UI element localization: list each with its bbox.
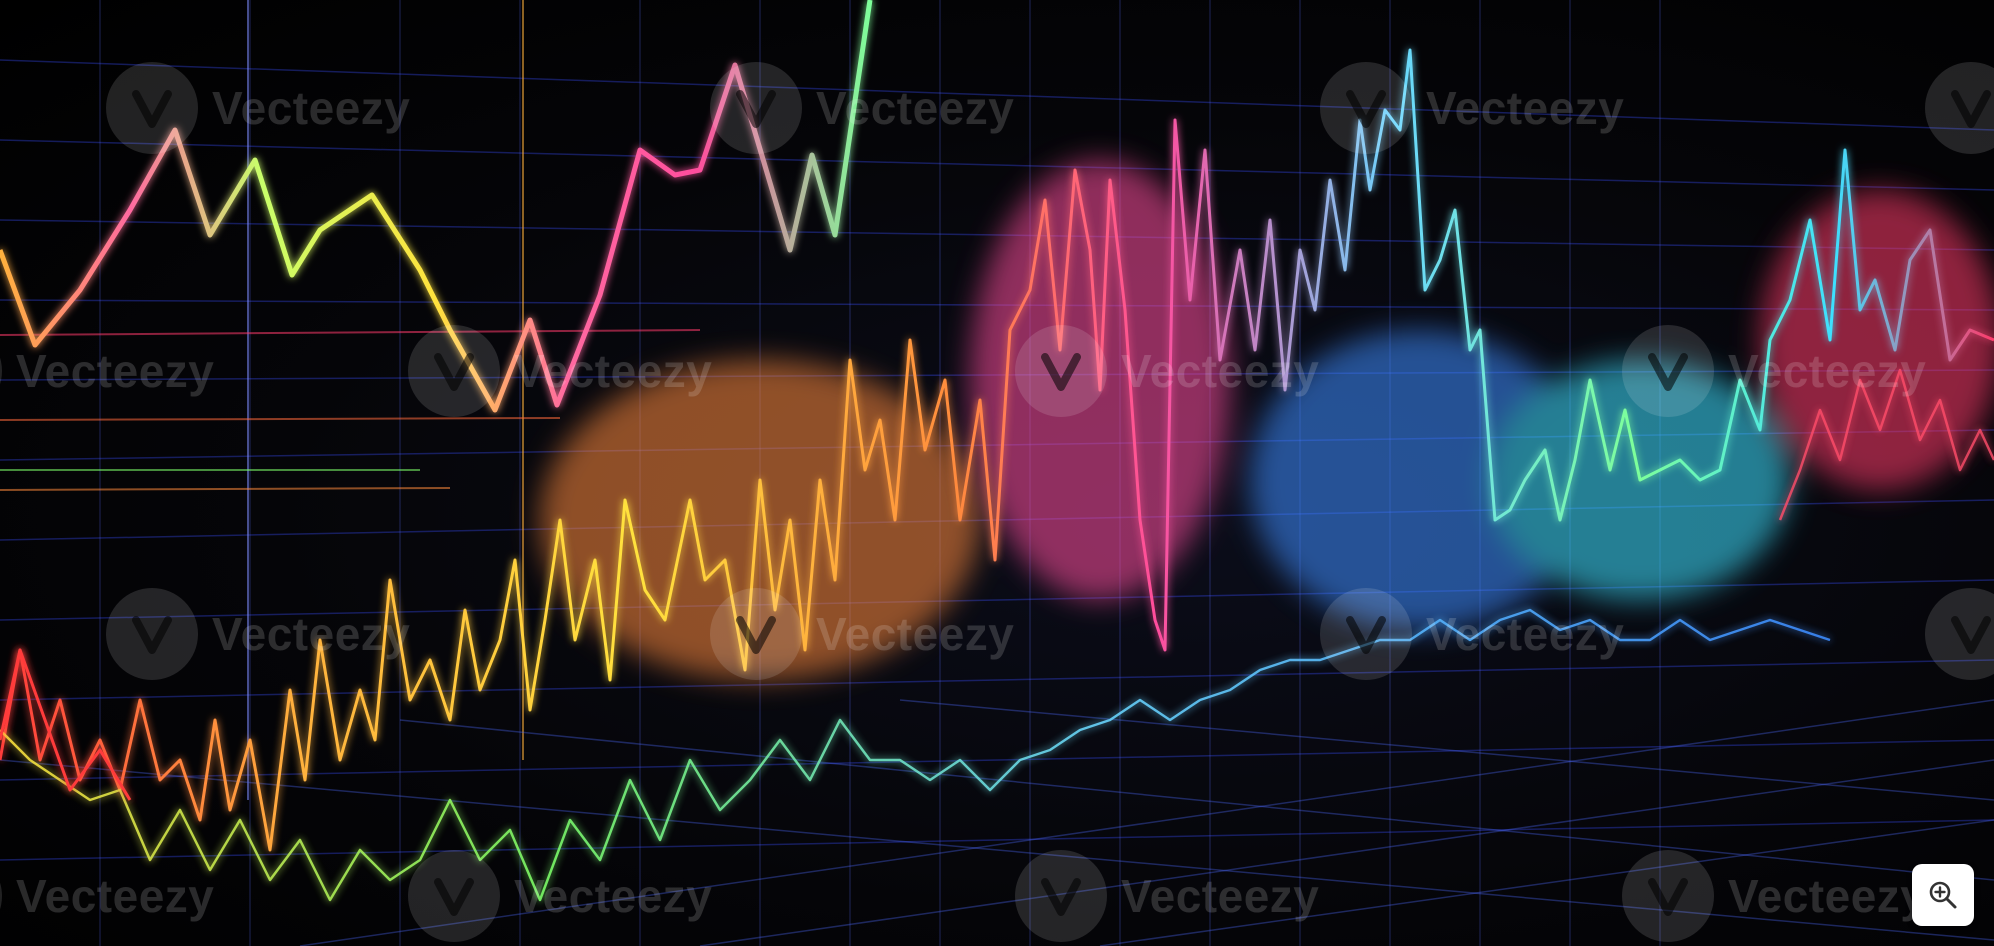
zoom-in-icon bbox=[1929, 881, 1957, 909]
zoom-button[interactable] bbox=[1912, 864, 1974, 926]
